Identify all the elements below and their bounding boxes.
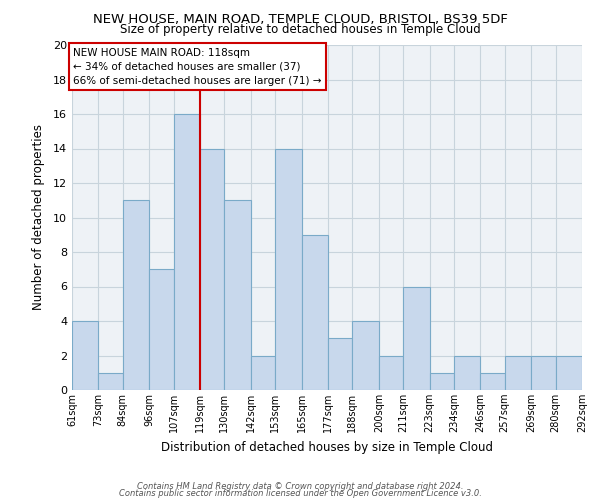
- Bar: [531, 356, 556, 390]
- Bar: [403, 286, 430, 390]
- Text: Size of property relative to detached houses in Temple Cloud: Size of property relative to detached ho…: [119, 22, 481, 36]
- Bar: [72, 321, 98, 390]
- Bar: [302, 235, 328, 390]
- Bar: [98, 373, 123, 390]
- Y-axis label: Number of detached properties: Number of detached properties: [32, 124, 44, 310]
- Bar: [481, 373, 505, 390]
- Bar: [275, 148, 302, 390]
- Text: NEW HOUSE, MAIN ROAD, TEMPLE CLOUD, BRISTOL, BS39 5DF: NEW HOUSE, MAIN ROAD, TEMPLE CLOUD, BRIS…: [92, 12, 508, 26]
- Bar: [556, 356, 582, 390]
- Bar: [200, 148, 224, 390]
- Bar: [328, 338, 352, 390]
- Bar: [430, 373, 454, 390]
- Bar: [505, 356, 531, 390]
- X-axis label: Distribution of detached houses by size in Temple Cloud: Distribution of detached houses by size …: [161, 440, 493, 454]
- Text: Contains public sector information licensed under the Open Government Licence v3: Contains public sector information licen…: [119, 489, 481, 498]
- Bar: [379, 356, 403, 390]
- Bar: [352, 321, 379, 390]
- Bar: [173, 114, 200, 390]
- Bar: [123, 200, 149, 390]
- Text: NEW HOUSE MAIN ROAD: 118sqm
← 34% of detached houses are smaller (37)
66% of sem: NEW HOUSE MAIN ROAD: 118sqm ← 34% of det…: [73, 48, 322, 86]
- Bar: [454, 356, 481, 390]
- Bar: [224, 200, 251, 390]
- Bar: [149, 269, 173, 390]
- Text: Contains HM Land Registry data © Crown copyright and database right 2024.: Contains HM Land Registry data © Crown c…: [137, 482, 463, 491]
- Bar: [251, 356, 275, 390]
